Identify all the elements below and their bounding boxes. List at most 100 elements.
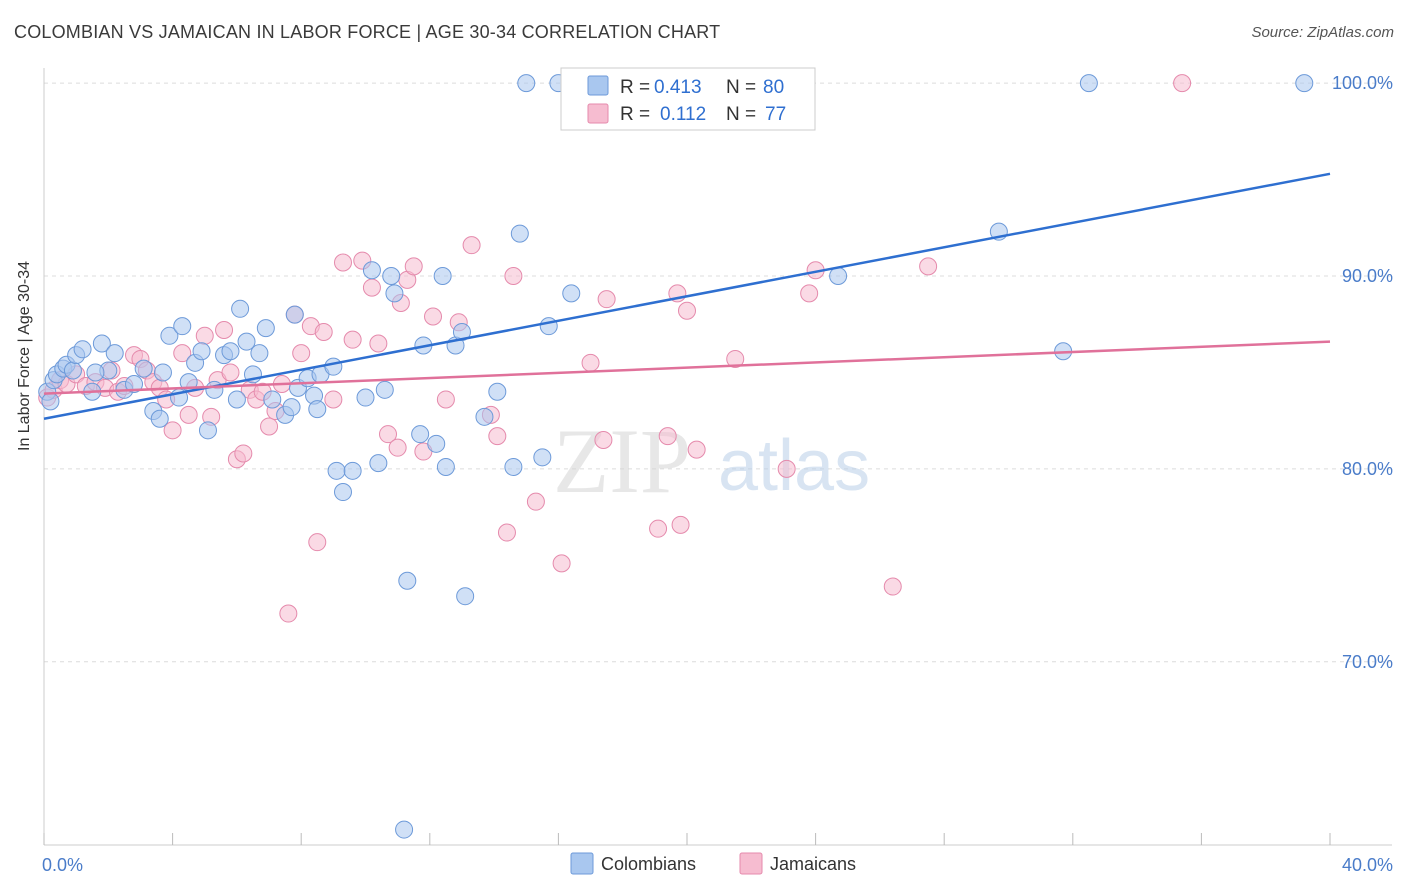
colombians-point-73	[829, 267, 848, 286]
bottom-legend-swatch-jamaicans	[739, 852, 763, 875]
jamaicans-point-63	[594, 430, 613, 449]
colombians-point-7	[73, 340, 92, 359]
colombians-point-9	[92, 334, 111, 353]
colombians-point-30	[237, 332, 256, 351]
colombians-point-71	[562, 284, 581, 303]
axes	[43, 68, 1392, 846]
bottom-legend: Colombians Jamaicans	[570, 852, 856, 875]
colombians-point-77	[1295, 74, 1314, 93]
jamaicans-point-19	[179, 405, 198, 424]
jamaicans-point-50	[404, 257, 423, 276]
jamaicans-point-64	[597, 290, 616, 309]
colombians-point-55	[411, 425, 430, 444]
jamaicans-point-27	[234, 444, 253, 463]
colombians-point-54	[398, 571, 417, 590]
colombians-point-45	[333, 483, 352, 502]
colombians-point-25	[205, 380, 224, 399]
colombians-point-51	[382, 267, 401, 286]
colombians-point-34	[263, 390, 282, 409]
legend-swatch-colombians	[587, 75, 609, 96]
colombians-point-11	[105, 344, 124, 363]
colombians-point-24	[198, 421, 217, 440]
colombians-point-29	[231, 299, 250, 318]
colombians-point-44	[327, 461, 346, 480]
legend-swatch-jamaicans	[587, 103, 609, 124]
jamaicans-point-60	[526, 492, 545, 511]
colombians-point-57	[427, 434, 446, 453]
jamaicans-point-25	[221, 363, 240, 382]
legend-box: R = 0.413 N = 80 R = 0.112 N = 77	[560, 67, 816, 131]
colombians-point-5	[63, 361, 82, 380]
colombians-point-65	[504, 457, 523, 476]
colombians-point-20	[173, 317, 192, 336]
jamaicans-point-58	[497, 523, 516, 542]
jamaicans-point-71	[726, 349, 745, 368]
jamaicans-point-31	[260, 417, 279, 436]
jamaicans-point-70	[687, 440, 706, 459]
colombians-point-66	[510, 224, 529, 243]
colombians-point-59	[436, 457, 455, 476]
colombians-point-17	[153, 363, 172, 382]
watermark: ZIP atlas	[553, 410, 870, 512]
colombians-point-36	[282, 398, 301, 417]
tick-labels: 100.0% 90.0% 80.0% 70.0% 0.0% 40.0%	[42, 73, 1393, 875]
chart-title: COLOMBIAN VS JAMAICAN IN LABOR FORCE | A…	[14, 22, 721, 42]
colombians-point-14	[134, 359, 153, 378]
jamaicans-point-45	[369, 334, 388, 353]
colombians-point-18	[160, 326, 179, 345]
colombians-point-47	[356, 388, 375, 407]
colombians-point-43	[324, 357, 343, 376]
colombians-point-32	[250, 344, 269, 363]
jamaicans-point-61	[552, 554, 571, 573]
jamaicans-point-72	[777, 459, 796, 478]
legend-n-label-2: N =	[726, 104, 756, 125]
jamaicans-point-47	[388, 438, 407, 457]
legend-n-label-1: N =	[726, 77, 756, 98]
colombians-point-61	[452, 322, 471, 341]
colombians-point-33	[256, 319, 275, 338]
jamaicans-point-57	[488, 427, 507, 446]
jamaicans-point-76	[919, 257, 938, 276]
legend-n-value-1: 80	[763, 77, 784, 98]
colombians-point-48	[362, 261, 381, 280]
y-tick-label-2: 80.0%	[1342, 459, 1393, 479]
colombians-point-46	[343, 461, 362, 480]
jamaicans-point-38	[308, 533, 327, 552]
colombians-point-67	[517, 74, 536, 93]
colombians-point-53	[395, 820, 414, 839]
jamaicans-point-46	[379, 425, 398, 444]
jamaicans-point-21	[195, 326, 214, 345]
jamaicans-point-62	[581, 353, 600, 372]
legend-n-value-2: 77	[765, 104, 786, 125]
watermark-zip: ZIP	[553, 410, 691, 512]
jamaicans-points	[38, 74, 1192, 623]
jamaicans-point-18	[173, 344, 192, 363]
y-tick-label-1: 90.0%	[1342, 266, 1393, 286]
colombians-point-52	[385, 284, 404, 303]
jamaicans-point-42	[343, 330, 362, 349]
jamaicans-point-36	[292, 344, 311, 363]
colombians-point-13	[125, 375, 144, 394]
colombians-point-63	[475, 407, 494, 426]
colombians-point-64	[488, 382, 507, 401]
colombians-point-23	[192, 342, 211, 361]
jamaicans-point-34	[279, 604, 298, 623]
colombians-point-78	[41, 392, 60, 411]
colombians-point-37	[285, 305, 304, 324]
legend-r-label-2: R =	[620, 104, 650, 125]
colombians-point-16	[150, 409, 169, 428]
jamaicans-point-68	[671, 515, 690, 534]
jamaicans-point-40	[324, 390, 343, 409]
jamaicans-point-66	[658, 427, 677, 446]
jamaicans-trend-line	[43, 340, 1331, 395]
jamaicans-point-44	[362, 278, 381, 297]
colombians-point-27	[221, 342, 240, 361]
colombians-point-58	[433, 267, 452, 286]
jamaicans-point-65	[649, 519, 668, 538]
colombians-point-79	[86, 363, 105, 382]
colombians-point-76	[1079, 74, 1098, 93]
legend-r-value-2: 0.112	[660, 104, 706, 125]
source-label: Source: ZipAtlas.com	[1251, 24, 1394, 41]
legend-r-label-1: R =	[620, 77, 650, 98]
jamaicans-point-52	[424, 307, 443, 326]
